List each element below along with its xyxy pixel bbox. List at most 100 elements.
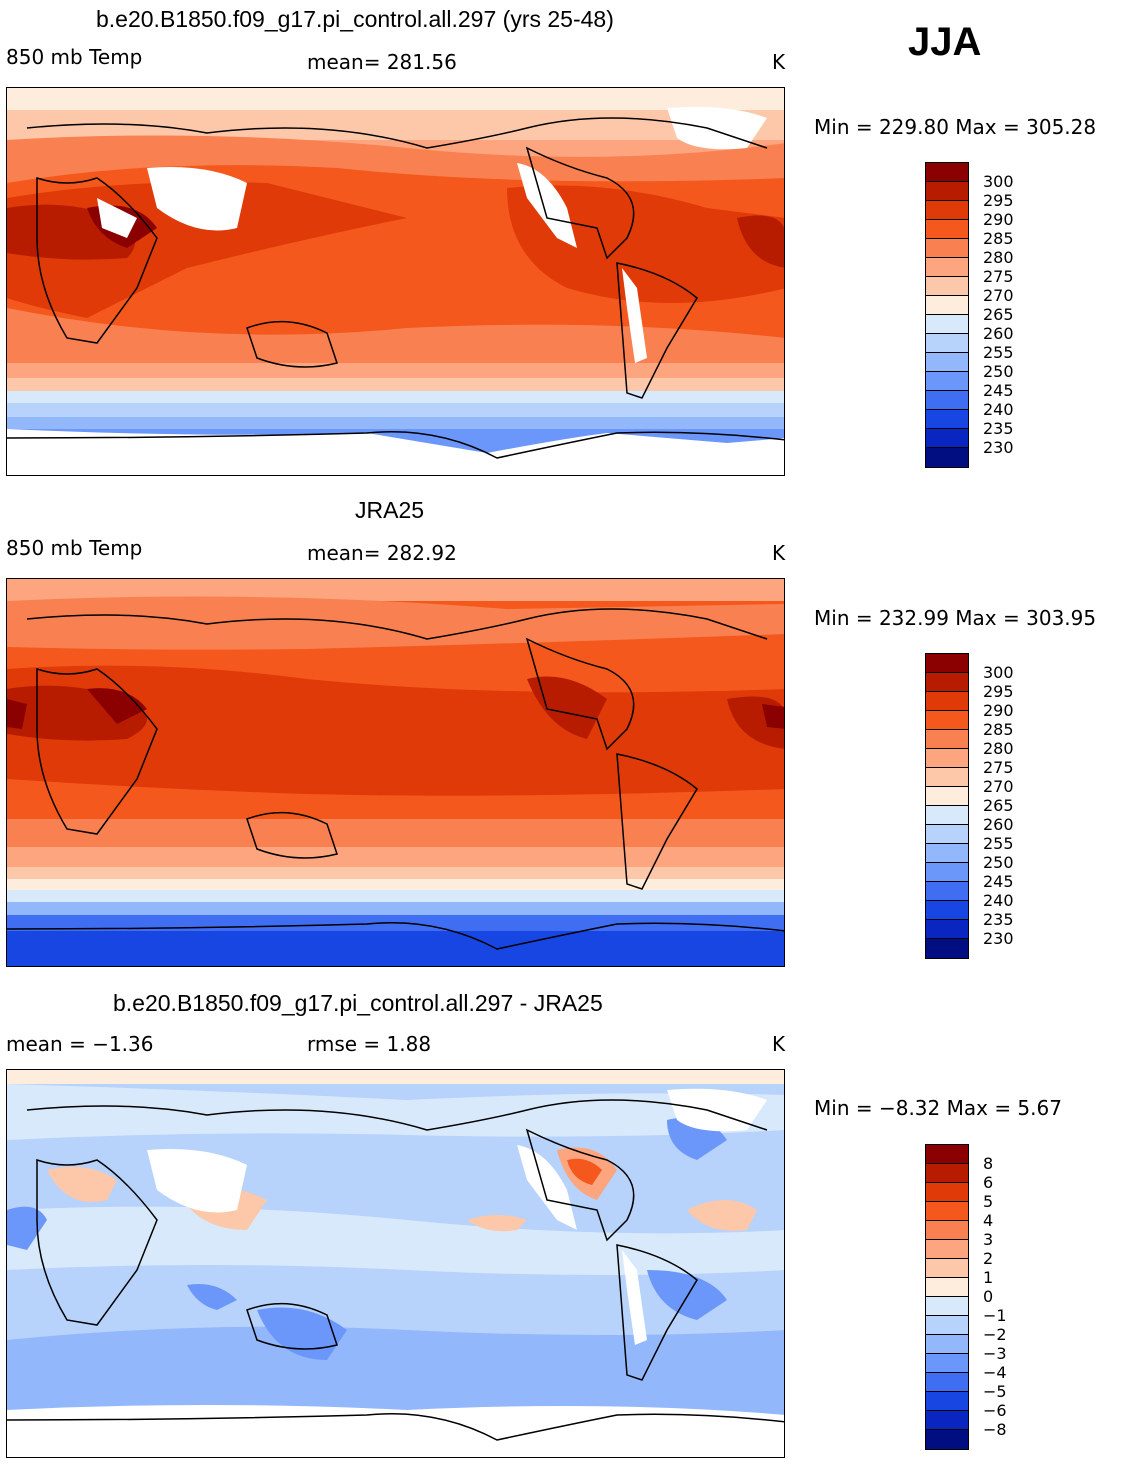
panel3-title: b.e20.B1850.f09_g17.pi_control.all.297 -… <box>113 990 603 1016</box>
colorbar-cell <box>925 333 969 353</box>
panel3-minmax: Min = −8.32 Max = 5.67 <box>814 1096 1062 1120</box>
panel2-units: K <box>772 541 786 565</box>
colorbar-label: 230 <box>983 438 1014 457</box>
colorbar-label: −3 <box>983 1344 1007 1363</box>
colorbar-cell <box>925 1334 969 1354</box>
colorbar-label: 295 <box>983 191 1014 210</box>
colorbar-label: 290 <box>983 701 1014 720</box>
colorbar-cell <box>925 824 969 844</box>
colorbar-cell <box>925 409 969 429</box>
colorbar-cell <box>925 390 969 410</box>
panel2-map-svg <box>7 579 784 966</box>
colorbar-cell <box>925 1220 969 1240</box>
colorbar-label: 300 <box>983 172 1014 191</box>
colorbar-cell <box>925 862 969 882</box>
colorbar-label: 4 <box>983 1211 994 1230</box>
colorbar-label: 240 <box>983 400 1014 419</box>
colorbar-cell <box>925 1410 969 1430</box>
colorbar-cell <box>925 200 969 220</box>
panel1-map <box>6 87 785 476</box>
colorbar-cell <box>925 1144 969 1164</box>
colorbar-cell <box>925 1296 969 1316</box>
colorbar-label: 285 <box>983 720 1014 739</box>
colorbar-cell <box>925 257 969 277</box>
colorbar-cell <box>925 428 969 448</box>
panel3-mean: mean = −1.36 <box>6 1032 154 1056</box>
colorbar-cell <box>925 352 969 372</box>
colorbar-label: 235 <box>983 419 1014 438</box>
colorbar-cell <box>925 1201 969 1221</box>
panel2-variable: 850 mb Temp <box>6 536 143 560</box>
colorbar-cell <box>925 1239 969 1259</box>
colorbar-cell <box>925 1372 969 1392</box>
colorbar-cell <box>925 1353 969 1373</box>
colorbar-label: 255 <box>983 834 1014 853</box>
panel2-title: JRA25 <box>355 497 425 523</box>
panel1-minmax: Min = 229.80 Max = 305.28 <box>814 115 1097 139</box>
panel3-map <box>6 1069 785 1458</box>
colorbar-label: 260 <box>983 324 1014 343</box>
colorbar-cell <box>925 653 969 673</box>
colorbar-cell <box>925 238 969 258</box>
colorbar-cell <box>925 672 969 692</box>
panel1-mean: mean= 281.56 <box>307 50 457 74</box>
colorbar-label: 230 <box>983 929 1014 948</box>
colorbar-label: 270 <box>983 777 1014 796</box>
colorbar-label: 2 <box>983 1249 994 1268</box>
colorbar-label: 8 <box>983 1154 994 1173</box>
colorbar-label: 275 <box>983 758 1014 777</box>
colorbar-label: 280 <box>983 248 1014 267</box>
panel1-variable: 850 mb Temp <box>6 45 143 69</box>
panel2-map <box>6 578 785 967</box>
panel1-map-svg <box>7 88 784 475</box>
colorbar-label: 300 <box>983 663 1014 682</box>
colorbar-cell <box>925 1391 969 1411</box>
colorbar-label: 6 <box>983 1173 994 1192</box>
colorbar-label: −1 <box>983 1306 1007 1325</box>
colorbar-label: 5 <box>983 1192 994 1211</box>
colorbar-label: 285 <box>983 229 1014 248</box>
colorbar-cell <box>925 881 969 901</box>
panel3-units: K <box>772 1032 786 1056</box>
colorbar-cell <box>925 729 969 749</box>
colorbar-cell <box>925 710 969 730</box>
colorbar-cell <box>925 314 969 334</box>
colorbar-label: 250 <box>983 853 1014 872</box>
season-label: JJA <box>908 20 982 64</box>
colorbar-cell <box>925 767 969 787</box>
colorbar-label: 250 <box>983 362 1014 381</box>
colorbar-label: −4 <box>983 1363 1007 1382</box>
colorbar-label: −8 <box>983 1420 1007 1439</box>
colorbar-cell <box>925 371 969 391</box>
colorbar-cell <box>925 219 969 239</box>
colorbar-label: 290 <box>983 210 1014 229</box>
colorbar-label: 245 <box>983 381 1014 400</box>
colorbar-label: 240 <box>983 891 1014 910</box>
colorbar-label: 260 <box>983 815 1014 834</box>
colorbar-label: −6 <box>983 1401 1007 1420</box>
colorbar-cell <box>925 938 969 959</box>
colorbar-label: 275 <box>983 267 1014 286</box>
colorbar-label: 245 <box>983 872 1014 891</box>
colorbar-cell <box>925 1163 969 1183</box>
colorbar-label: 255 <box>983 343 1014 362</box>
colorbar-label: −2 <box>983 1325 1007 1344</box>
colorbar-cell <box>925 295 969 315</box>
panel2-minmax: Min = 232.99 Max = 303.95 <box>814 606 1097 630</box>
colorbar-cell <box>925 181 969 201</box>
colorbar-cell <box>925 447 969 468</box>
colorbar-cell <box>925 1277 969 1297</box>
colorbar-cell <box>925 786 969 806</box>
colorbar-cell <box>925 1182 969 1202</box>
colorbar-label: 265 <box>983 305 1014 324</box>
colorbar-label: 270 <box>983 286 1014 305</box>
colorbar-cell <box>925 843 969 863</box>
colorbar-label: 3 <box>983 1230 994 1249</box>
panel3-rmse: rmse = 1.88 <box>307 1032 432 1056</box>
colorbar-label: 295 <box>983 682 1014 701</box>
colorbar-cell <box>925 1315 969 1335</box>
colorbar-cell <box>925 900 969 920</box>
colorbar-label: 1 <box>983 1268 994 1287</box>
colorbar-cell <box>925 691 969 711</box>
colorbar-label: 265 <box>983 796 1014 815</box>
